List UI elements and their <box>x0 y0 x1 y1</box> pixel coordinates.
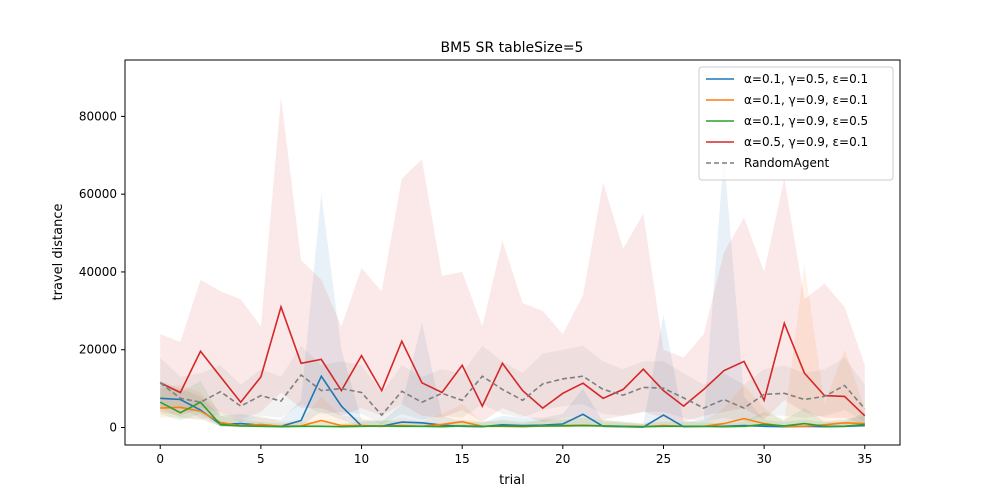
x-tick-label: 30 <box>756 452 771 466</box>
legend-label: α=0.5, γ=0.9, ε=0.1 <box>744 135 868 149</box>
legend: α=0.1, γ=0.5, ε=0.1 α=0.1, γ=0.9, ε=0.1 α=… <box>698 66 894 181</box>
x-tick-label: 25 <box>656 452 671 466</box>
line-series-2 <box>159 401 865 428</box>
x-tick-label: 20 <box>555 452 570 466</box>
y-tick-label: 60000 <box>79 187 117 201</box>
band-series-4 <box>160 345 865 425</box>
x-tick-label: 0 <box>156 452 164 466</box>
y-tick-label: 0 <box>109 421 117 435</box>
chart-title: BM5 SR tableSize=5 <box>441 40 584 56</box>
plot-area-frame <box>124 59 901 446</box>
band-series-0 <box>160 155 865 428</box>
line-series-4 <box>159 373 866 417</box>
x-tick-label: 5 <box>257 452 265 466</box>
legend-label: α=0.1, γ=0.5, ε=0.1 <box>744 72 868 86</box>
legend-label: RandomAgent <box>744 156 829 170</box>
y-axis-label: travel distance <box>51 204 66 301</box>
confidence-bands <box>160 96 865 428</box>
legend-label: α=0.1, γ=0.9, ε=0.5 <box>744 114 868 128</box>
x-tick-label: 35 <box>857 452 872 466</box>
x-axis-ticks: 0 5 10 15 20 25 30 35 <box>156 445 872 466</box>
x-axis-label: trial <box>499 473 525 488</box>
legend-label: α=0.1, γ=0.9, ε=0.1 <box>744 93 868 107</box>
band-series-3 <box>160 96 865 425</box>
y-axis-ticks: 0 20000 40000 60000 80000 <box>79 109 125 435</box>
y-tick-label: 80000 <box>79 109 117 123</box>
line-series-3 <box>159 304 866 417</box>
band-series-1 <box>160 264 865 428</box>
x-tick-label: 10 <box>354 452 369 466</box>
y-tick-label: 20000 <box>79 343 117 357</box>
series-lines <box>159 304 866 428</box>
x-tick-label: 15 <box>455 452 470 466</box>
y-tick-label: 40000 <box>79 265 117 279</box>
legend-box <box>698 66 894 181</box>
band-series-2 <box>160 380 865 428</box>
